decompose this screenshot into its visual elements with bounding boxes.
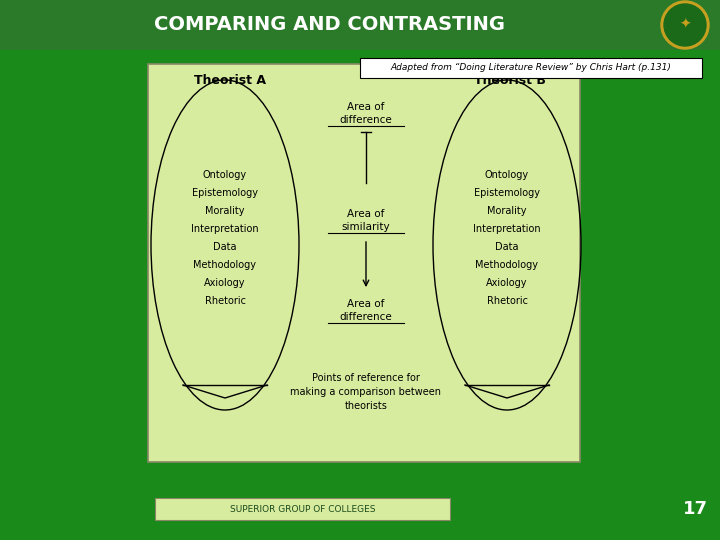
Text: Area of: Area of (347, 209, 384, 219)
Text: Ontology: Ontology (203, 170, 247, 180)
Text: Data: Data (495, 242, 518, 252)
Text: Area of: Area of (347, 102, 384, 112)
Bar (0, 0, 720, 50)
Bar (155, 498, 450, 520)
Bar (148, 64, 580, 462)
Text: difference: difference (340, 312, 392, 322)
Text: difference: difference (340, 115, 392, 125)
Circle shape (661, 1, 709, 49)
Text: Data: Data (213, 242, 237, 252)
Text: Interpretation: Interpretation (192, 224, 258, 234)
Text: 17: 17 (683, 500, 708, 518)
Text: Theorist B: Theorist B (474, 73, 546, 86)
Text: similarity: similarity (342, 222, 390, 232)
Text: Methodology: Methodology (194, 260, 256, 270)
Text: COMPARING AND CONTRASTING: COMPARING AND CONTRASTING (155, 16, 505, 35)
Text: Morality: Morality (487, 206, 527, 216)
Text: Adapted from “Doing Literature Review” by Chris Hart (p.131): Adapted from “Doing Literature Review” b… (390, 64, 672, 72)
Text: Methodology: Methodology (475, 260, 539, 270)
Text: Epistemology: Epistemology (474, 188, 540, 198)
Circle shape (664, 4, 706, 46)
Text: Theorist A: Theorist A (194, 73, 266, 86)
Text: Points of reference for
making a comparison between
theorists: Points of reference for making a compari… (290, 373, 441, 411)
Text: Ontology: Ontology (485, 170, 529, 180)
Text: ✦: ✦ (679, 18, 690, 32)
Text: Axiology: Axiology (486, 278, 528, 288)
Text: Axiology: Axiology (204, 278, 246, 288)
Text: Rhetoric: Rhetoric (487, 296, 528, 306)
Text: Epistemology: Epistemology (192, 188, 258, 198)
Text: SUPERIOR GROUP OF COLLEGES: SUPERIOR GROUP OF COLLEGES (230, 504, 375, 514)
Text: Area of: Area of (347, 299, 384, 309)
Text: Rhetoric: Rhetoric (204, 296, 246, 306)
Text: Interpretation: Interpretation (473, 224, 541, 234)
Bar (360, 58, 702, 78)
Text: Morality: Morality (205, 206, 245, 216)
